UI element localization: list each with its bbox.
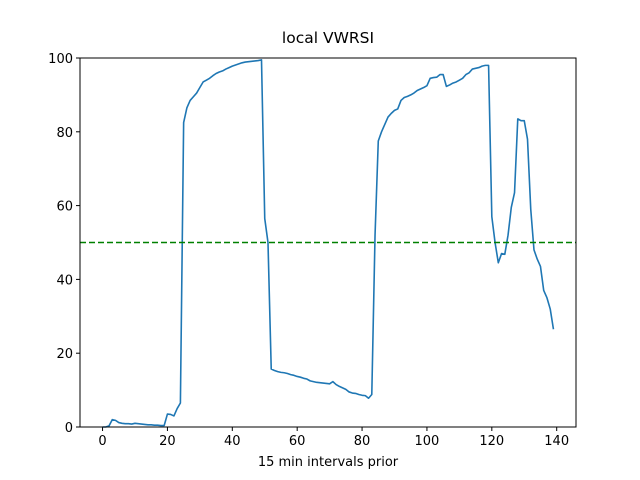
x-tick-label: 0 [98, 434, 106, 449]
x-tick-label: 80 [354, 434, 371, 449]
chart-title: local VWRSI [282, 29, 374, 47]
x-axis-label: 15 min intervals prior [258, 455, 399, 470]
plot-frame [79, 57, 577, 428]
y-tick-label: 100 [48, 52, 73, 67]
y-tick-label: 40 [56, 273, 73, 288]
x-tick-label: 20 [159, 434, 176, 449]
line-series [102, 59, 555, 428]
x-tick-label: 120 [479, 434, 504, 449]
y-tick-label: 0 [65, 421, 73, 436]
x-tick-label: 60 [289, 434, 306, 449]
x-tick-label: 100 [415, 434, 440, 449]
y-tick-label: 60 [56, 200, 73, 215]
x-tick-label: 40 [224, 434, 241, 449]
y-tick-label: 20 [56, 347, 73, 362]
y-tick-label: 80 [56, 126, 73, 141]
x-tick-label: 140 [544, 434, 569, 449]
